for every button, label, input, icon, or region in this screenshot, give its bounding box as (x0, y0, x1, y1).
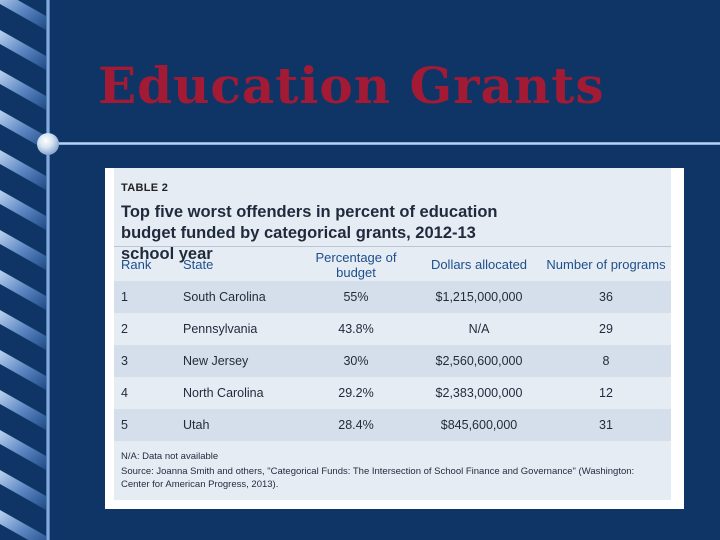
cell-percentage: 29.2% (338, 386, 374, 400)
chevron-shape (0, 30, 46, 70)
chevron-shape (0, 270, 46, 310)
chevron-shape (0, 70, 46, 110)
cell-programs: 8 (602, 354, 610, 368)
cell-rank: 5 (121, 418, 128, 432)
cell-programs: 36 (599, 290, 613, 304)
column-header-state: State (183, 257, 214, 272)
chevron-shape (0, 390, 46, 430)
cell-rank: 2 (121, 322, 128, 336)
cell-percentage: 55% (343, 290, 369, 304)
cell-percentage: 43.8% (338, 322, 374, 336)
table-source: Source: Joanna Smith and others, "Catego… (121, 466, 635, 490)
chevron-border-decoration (0, 0, 46, 540)
cell-rank: 1 (121, 290, 128, 304)
column-header-percentage: Percentage of budget (315, 249, 397, 280)
chevron-shape (0, 110, 46, 150)
chevron-shape (0, 510, 46, 540)
cell-dollars: $845,600,000 (440, 418, 518, 432)
cell-state: Pennsylvania (183, 322, 258, 336)
chevron-shape (0, 0, 46, 30)
table-row: 4 North Carolina 29.2% $2,383,000,000 12 (114, 377, 671, 409)
table-heading: Top five worst offenders in percent of e… (121, 203, 498, 263)
table-row: 2 Pennsylvania 43.8% N/A 29 (114, 313, 671, 345)
cell-programs: 29 (599, 322, 613, 336)
cell-dollars: N/A (468, 322, 490, 336)
cell-rank: 4 (121, 386, 128, 400)
column-header-rank: Rank (121, 257, 152, 272)
bullet-dot-decoration (37, 133, 59, 155)
cell-state: South Carolina (183, 290, 266, 304)
table-footnotes: N/A: Data not available Source: Joanna S… (121, 450, 661, 493)
table-card: TABLE 2 Top five worst offenders in perc… (114, 168, 671, 500)
column-header-programs: Number of programs (546, 257, 666, 272)
table-row: 3 New Jersey 30% $2,560,600,000 8 (114, 345, 671, 377)
grants-table: Rank State Percentage of budget Dollars … (114, 248, 671, 441)
cell-programs: 12 (599, 386, 613, 400)
slide-title: Education Grants (98, 56, 605, 115)
horizontal-rule-decoration (48, 142, 720, 145)
chevron-shape (0, 470, 46, 510)
table-row: 1 South Carolina 55% $1,215,000,000 36 (114, 281, 671, 313)
cell-state: Utah (183, 418, 210, 432)
table-number-label: TABLE 2 (121, 182, 169, 194)
table-note: N/A: Data not available (121, 451, 219, 462)
chevron-shape (0, 430, 46, 470)
heading-divider (114, 246, 671, 247)
cell-state: New Jersey (183, 354, 249, 368)
cell-percentage: 28.4% (338, 418, 374, 432)
chevron-shape (0, 350, 46, 390)
table-image-panel: TABLE 2 Top five worst offenders in perc… (105, 168, 684, 509)
table-row: 5 Utah 28.4% $845,600,000 31 (114, 409, 671, 441)
chevron-shape (0, 230, 46, 270)
chevron-shape (0, 190, 46, 230)
vertical-rail-decoration (46, 0, 50, 540)
cell-dollars: $1,215,000,000 (435, 290, 523, 304)
cell-dollars: $2,560,600,000 (435, 354, 523, 368)
cell-programs: 31 (599, 418, 613, 432)
chevron-shape (0, 310, 46, 350)
cell-dollars: $2,383,000,000 (435, 386, 523, 400)
cell-state: North Carolina (183, 386, 264, 400)
cell-rank: 3 (121, 354, 128, 368)
column-header-dollars: Dollars allocated (430, 257, 528, 272)
table-header-row: Rank State Percentage of budget Dollars … (114, 248, 671, 281)
chevron-shape (0, 150, 46, 190)
cell-percentage: 30% (343, 354, 369, 368)
